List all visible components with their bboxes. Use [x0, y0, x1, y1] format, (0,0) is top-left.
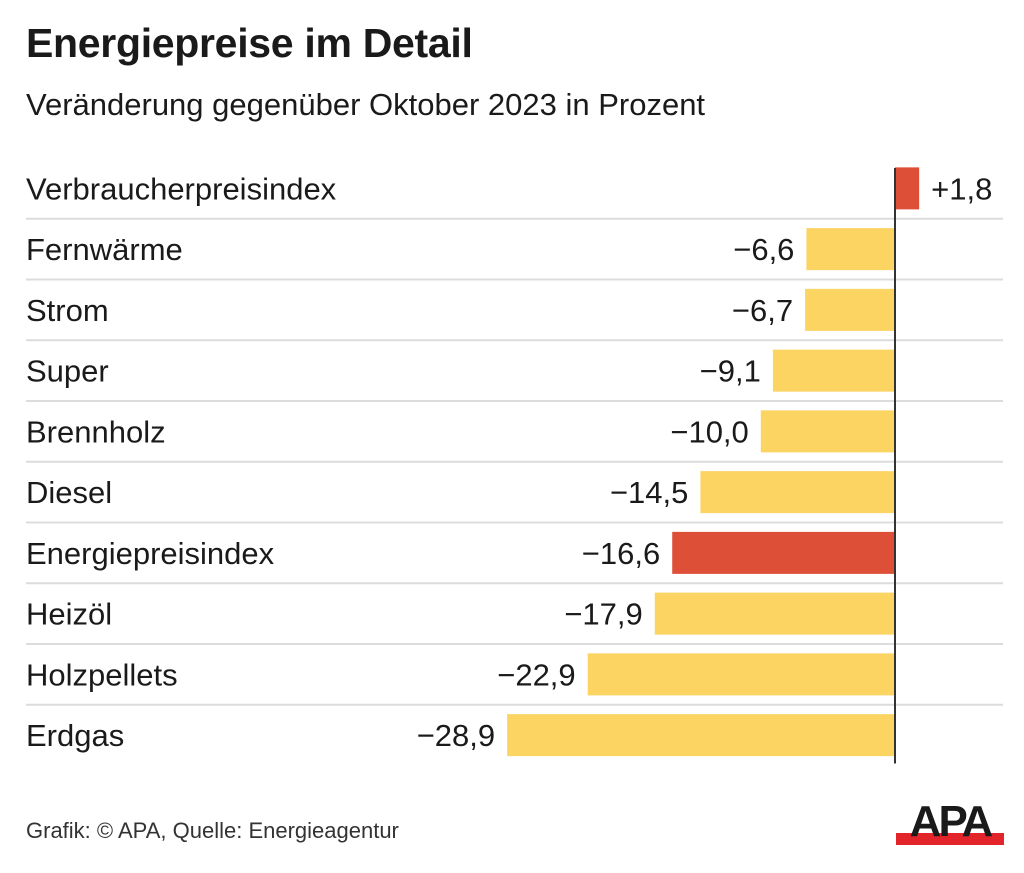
value-label: −22,9 [497, 657, 575, 692]
category-label: Erdgas [26, 718, 124, 753]
category-label: Energiepreisindex [26, 536, 275, 571]
value-label: −14,5 [610, 475, 688, 510]
bar-chart: Verbraucherpreisindex +1,8 Fernwärme −6,6 St… [26, 167, 1003, 764]
value-label: −6,6 [733, 232, 794, 267]
category-label: Super [26, 354, 109, 389]
apa-logo-text: APA [910, 800, 993, 846]
bar [507, 714, 895, 757]
category-label: Fernwärme [26, 232, 183, 267]
category-label: Diesel [26, 475, 112, 510]
apa-logo: APA [896, 800, 1004, 846]
category-label: Verbraucherpreisindex [26, 171, 337, 206]
bar [772, 349, 895, 392]
bar [806, 228, 895, 271]
value-label: −28,9 [417, 718, 495, 753]
apa-logo-red-bar [896, 833, 1004, 845]
chart-title: Energiepreise im Detail [26, 20, 473, 66]
bar [805, 288, 895, 331]
bar [700, 471, 895, 514]
bar [672, 531, 895, 574]
value-label: −16,6 [582, 536, 660, 571]
chart-subtitle: Veränderung gegenüber Oktober 2023 in Pr… [26, 87, 706, 122]
value-label: −17,9 [564, 597, 642, 632]
category-label: Heizöl [26, 597, 112, 632]
category-label: Strom [26, 293, 109, 328]
value-label: −6,7 [732, 293, 793, 328]
bar [760, 410, 895, 453]
bar [654, 592, 895, 635]
source-note: Grafik: © APA, Quelle: Energieagentur [26, 818, 399, 843]
bar [587, 653, 895, 696]
value-label: −10,0 [670, 414, 748, 449]
value-label: −9,1 [700, 354, 761, 389]
value-label: +1,8 [931, 171, 992, 206]
category-label: Holzpellets [26, 657, 178, 692]
category-label: Brennholz [26, 414, 166, 449]
bar [895, 167, 920, 210]
